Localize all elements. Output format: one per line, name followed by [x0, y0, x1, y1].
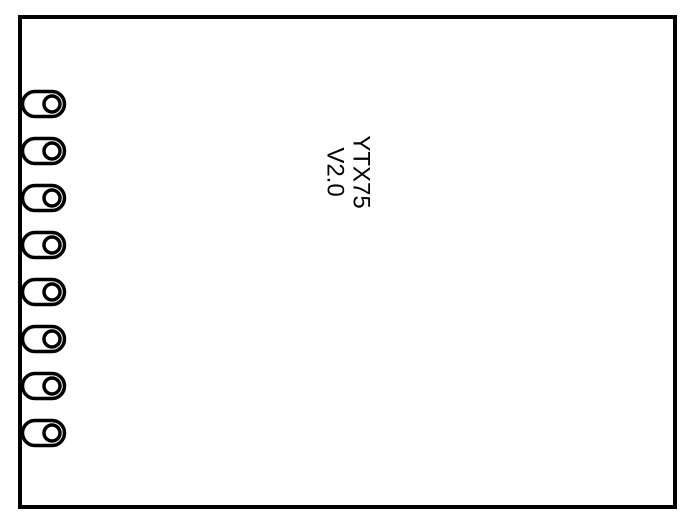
- pin-hole: [44, 143, 60, 159]
- pin-pad: [23, 233, 65, 258]
- board-outline: [20, 17, 675, 507]
- pin-hole: [44, 237, 60, 253]
- pin-pad: [23, 92, 65, 117]
- pin-hole: [44, 425, 60, 441]
- pin-hole: [44, 190, 60, 206]
- pin-pad: [23, 327, 65, 352]
- pin-header-group: [23, 92, 65, 446]
- pin-pad: [23, 186, 65, 211]
- pin-hole: [44, 378, 60, 394]
- pin-pad: [23, 374, 65, 399]
- board-model-label: YTX75: [348, 135, 375, 208]
- pin-pad: [23, 139, 65, 164]
- pin-pad: [23, 280, 65, 305]
- pin-hole: [44, 331, 60, 347]
- pin-hole: [44, 284, 60, 300]
- label-group: YTX75 V2.0: [322, 135, 375, 208]
- pcb-board-diagram: YTX75 V2.0: [0, 0, 699, 525]
- pin-hole: [44, 96, 60, 112]
- board-version-label: V2.0: [322, 147, 349, 196]
- pin-pad: [23, 421, 65, 446]
